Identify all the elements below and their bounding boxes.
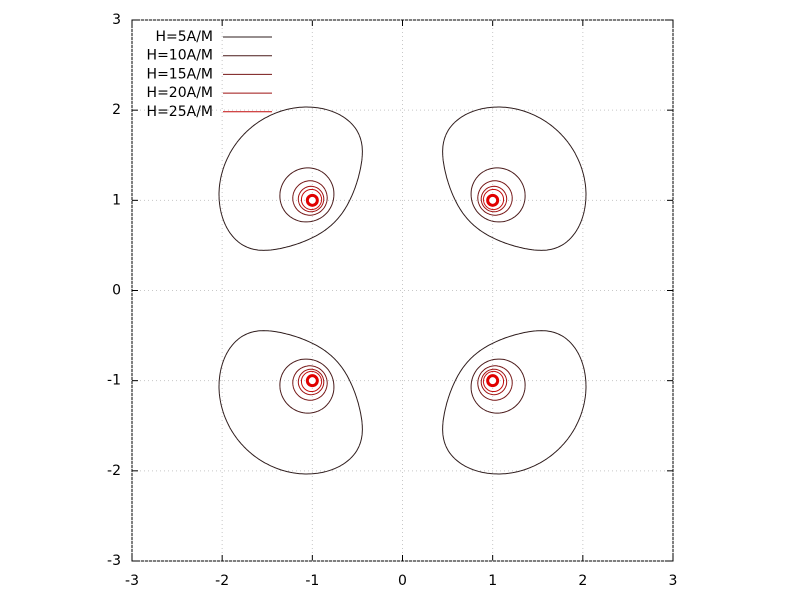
source-point [486,374,500,388]
contour-line [301,189,504,392]
x-tick-label: 2 [578,573,587,589]
y-tick-label: -2 [107,463,121,479]
source-point [486,193,500,207]
x-tick-label: 3 [669,573,678,589]
y-tick-label: 3 [112,12,121,28]
legend-label: H=25A/M [147,104,213,120]
x-tick-label: 0 [398,573,407,589]
contour-line [218,106,587,475]
legend-label: H=5A/M [155,29,213,45]
contour-line [297,185,508,396]
legend-label: H=15A/M [147,66,213,82]
legend-label: H=10A/M [147,48,213,64]
plot-frame [131,19,674,562]
y-tick-label: 2 [112,102,121,118]
source-point [305,193,319,207]
y-tick-label: -3 [107,553,121,569]
x-tick-label: 1 [488,573,497,589]
source-point [305,374,319,388]
x-tick-label: -1 [305,573,319,589]
y-tick-label: -1 [107,373,121,389]
legend-label: H=20A/M [147,85,213,101]
x-tick-label: -3 [125,573,139,589]
y-tick-label: 1 [112,192,121,208]
x-tick-label: -2 [215,573,229,589]
contour-line [279,167,526,414]
y-tick-label: 0 [112,283,121,299]
contour-line [292,180,513,401]
